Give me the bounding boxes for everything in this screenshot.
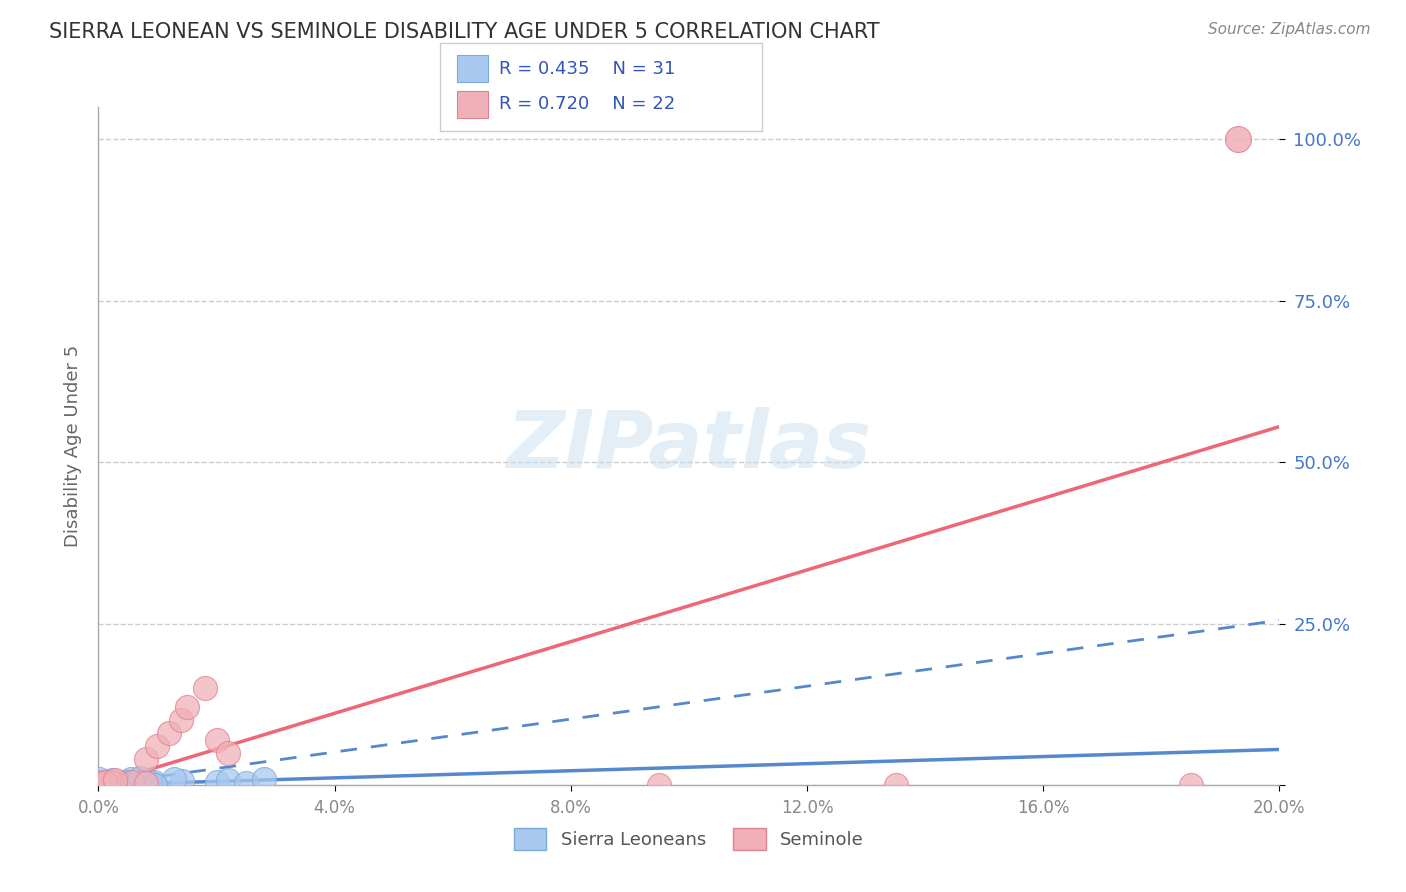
Point [110, 777, 132, 791]
Point [205, 732, 228, 747]
Point [128, 771, 150, 785]
Point [89, 776, 111, 790]
Point [170, 714, 193, 728]
Point [132, 775, 155, 789]
Point [101, 773, 124, 788]
Point [89, 776, 111, 790]
Point [97, 775, 120, 789]
Point [114, 777, 136, 791]
Point [87, 772, 110, 786]
Point [884, 778, 907, 792]
Point [176, 700, 198, 714]
Point [135, 775, 157, 789]
Point [104, 773, 127, 788]
Point [89, 776, 111, 790]
Point [118, 777, 141, 791]
Point [105, 777, 128, 791]
Point [91, 775, 114, 789]
Point [143, 778, 166, 792]
Point [96, 775, 118, 789]
Point [172, 774, 194, 789]
Text: R = 0.435    N = 31: R = 0.435 N = 31 [499, 60, 675, 78]
Point [120, 772, 142, 786]
Point [235, 776, 257, 790]
Y-axis label: Disability Age Under 5: Disability Age Under 5 [63, 345, 82, 547]
Point [157, 726, 180, 740]
Point [1227, 132, 1250, 146]
Point [87, 777, 110, 791]
Point [205, 774, 228, 789]
Text: Source: ZipAtlas.com: Source: ZipAtlas.com [1208, 22, 1371, 37]
Text: R = 0.720    N = 22: R = 0.720 N = 22 [499, 95, 675, 113]
Legend: Sierra Leoneans, Seminole: Sierra Leoneans, Seminole [506, 821, 872, 857]
Point [135, 752, 157, 766]
Point [96, 775, 118, 789]
Point [217, 772, 239, 787]
Point [100, 775, 122, 789]
Point [103, 775, 125, 789]
Point [94, 775, 117, 789]
Point [146, 739, 169, 754]
Point [217, 746, 239, 760]
Point [103, 776, 125, 790]
Point [143, 775, 166, 789]
Text: ZIPatlas: ZIPatlas [506, 407, 872, 485]
Point [163, 772, 186, 786]
Point [91, 775, 114, 789]
Point [115, 775, 138, 789]
Text: SIERRA LEONEAN VS SEMINOLE DISABILITY AGE UNDER 5 CORRELATION CHART: SIERRA LEONEAN VS SEMINOLE DISABILITY AG… [49, 22, 880, 42]
Point [138, 775, 160, 789]
Point [1180, 778, 1202, 792]
Point [94, 776, 117, 790]
Point [114, 774, 136, 789]
Point [111, 778, 134, 792]
Point [253, 772, 276, 786]
Point [121, 775, 143, 789]
Point [194, 681, 217, 695]
Point [648, 778, 671, 792]
Point [110, 777, 132, 791]
Point [115, 775, 138, 789]
Point [96, 776, 118, 790]
